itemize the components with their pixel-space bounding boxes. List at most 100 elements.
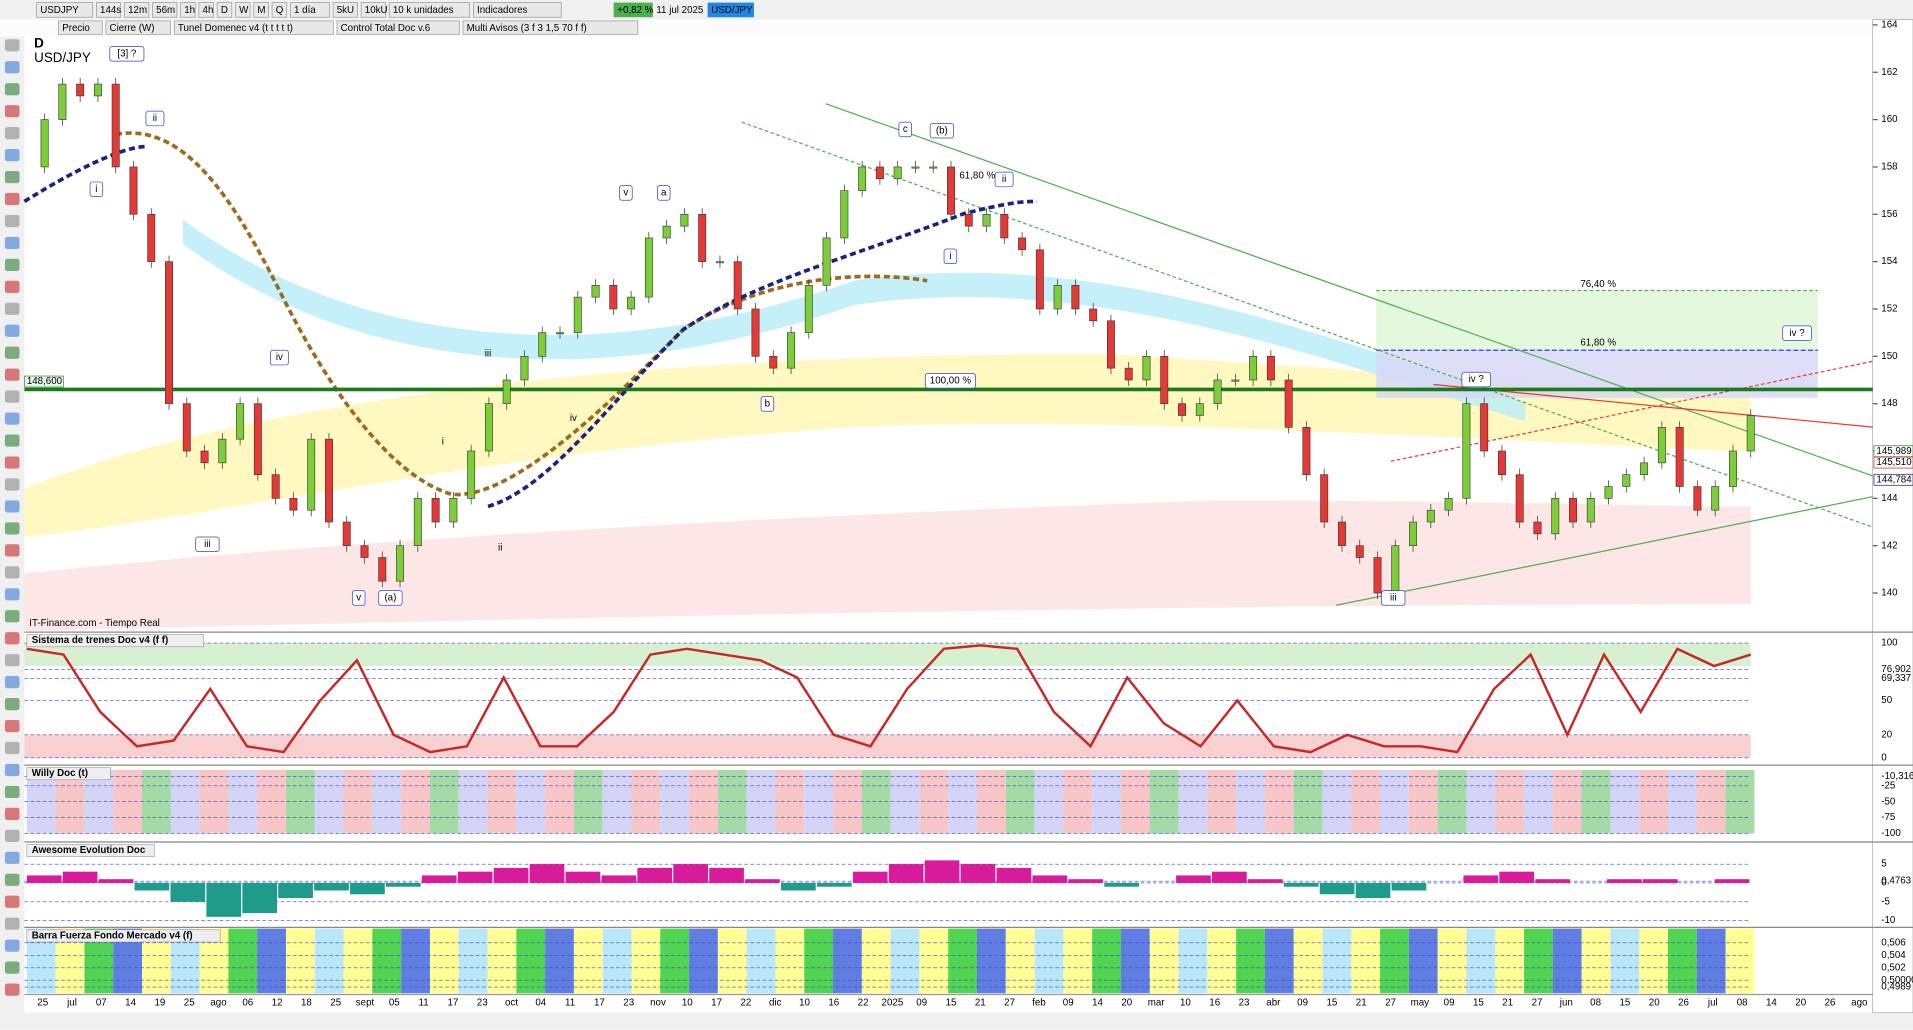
- tool-icon[interactable]: [4, 763, 20, 777]
- tool-icon[interactable]: [4, 698, 20, 711]
- tool-icon[interactable]: [4, 368, 20, 381]
- tool-icon[interactable]: [4, 895, 20, 908]
- timeframe-button-label[interactable]: 144s: [100, 5, 121, 16]
- timeframe-button[interactable]: [152, 2, 178, 18]
- tool-icon[interactable]: [4, 236, 20, 250]
- x-tick-label: 23: [623, 998, 634, 1009]
- tool-icon[interactable]: [4, 478, 20, 491]
- y-tick-label: 0,502: [1881, 962, 1905, 973]
- timeframe-button[interactable]: [96, 2, 122, 18]
- tool-icon[interactable]: [4, 610, 20, 623]
- x-tick-label: 09: [916, 998, 927, 1009]
- indicator-tag-label[interactable]: Cierre (W): [110, 23, 155, 34]
- price-badge: [1873, 473, 1913, 486]
- tool-icon[interactable]: [4, 390, 20, 403]
- unit-button-label[interactable]: 5kU: [337, 5, 354, 16]
- tool-icon[interactable]: [4, 105, 20, 118]
- tool-icon[interactable]: [4, 917, 20, 930]
- timeframe-button-label[interactable]: 12m: [128, 5, 147, 16]
- timeframe-button-label[interactable]: 56m: [156, 5, 175, 16]
- timeframe-button[interactable]: [216, 2, 233, 18]
- timeframe-button-label[interactable]: M: [257, 5, 265, 16]
- indicator-tag-label[interactable]: Multi Avisos (3 f 3 1,5 70 f f): [467, 23, 587, 34]
- tool-icon[interactable]: [4, 83, 20, 96]
- tool-icon[interactable]: [4, 588, 20, 601]
- tool-icon[interactable]: [4, 851, 20, 864]
- tool-icon[interactable]: [4, 807, 20, 821]
- tool-icon[interactable]: [4, 719, 20, 733]
- timeframe-button[interactable]: [271, 2, 288, 18]
- tool-icon[interactable]: [4, 214, 20, 228]
- tool-icon[interactable]: [4, 566, 20, 579]
- candle: [236, 403, 245, 440]
- symbol-button[interactable]: [36, 2, 94, 18]
- tool-icon[interactable]: [4, 500, 20, 513]
- signal-band: [573, 928, 603, 994]
- tool-icon[interactable]: [4, 324, 20, 337]
- timeframe-button[interactable]: [180, 2, 196, 18]
- tool-icon[interactable]: [4, 456, 20, 469]
- tool-icon[interactable]: [4, 741, 20, 755]
- quantity-select[interactable]: [388, 2, 471, 18]
- tool-icon[interactable]: [4, 302, 20, 315]
- x-tick-label: 25: [37, 998, 48, 1009]
- tool-icon[interactable]: [4, 434, 20, 447]
- indicators-button[interactable]: [473, 2, 562, 18]
- tool-icon[interactable]: [4, 522, 20, 535]
- indicator-tag[interactable]: [105, 20, 171, 35]
- unit-button-label[interactable]: 10kU: [365, 5, 388, 16]
- tool-icon[interactable]: [4, 412, 20, 425]
- tool-icon[interactable]: [4, 983, 20, 996]
- timeframe-button-label[interactable]: 1h: [184, 5, 195, 16]
- tool-icon[interactable]: [4, 676, 20, 689]
- tool-icon[interactable]: [4, 61, 20, 74]
- tool-icon[interactable]: [4, 829, 20, 842]
- indicator-tag[interactable]: [462, 20, 639, 35]
- left-icons: [4, 39, 20, 996]
- wave-label-box: [943, 248, 958, 265]
- tool-icon[interactable]: [4, 192, 20, 206]
- indicator-tag-label[interactable]: Tunel Domenec v4 (t t t t t): [178, 23, 293, 34]
- timeframe-button[interactable]: [253, 2, 269, 18]
- indicator-tag-label[interactable]: Control Total Doc v.6: [341, 23, 431, 34]
- wave-label: iv ?: [1469, 374, 1485, 385]
- tool-icon[interactable]: [4, 127, 20, 140]
- timeframe-button[interactable]: [198, 2, 214, 18]
- signal-band: [1696, 928, 1726, 994]
- indicator-tag[interactable]: [58, 20, 103, 35]
- tool-icon[interactable]: [4, 39, 20, 52]
- timeframe-button-label[interactable]: 4h: [203, 5, 214, 16]
- timeframe-button[interactable]: [124, 2, 150, 18]
- timeframe-button[interactable]: [235, 2, 251, 18]
- tool-icon[interactable]: [4, 280, 20, 293]
- tool-icon[interactable]: [4, 939, 20, 952]
- timeframe-button-label[interactable]: D: [221, 5, 228, 16]
- tool-icon[interactable]: [4, 258, 20, 271]
- unit-button[interactable]: [332, 2, 358, 18]
- tool-icon[interactable]: [4, 148, 20, 162]
- indicators-button-label[interactable]: Indicadores: [477, 5, 528, 16]
- signal-band: [631, 928, 661, 994]
- period-select[interactable]: [290, 2, 330, 18]
- tool-icon[interactable]: [4, 873, 20, 886]
- indicator-tag[interactable]: [336, 20, 460, 35]
- period-select-label[interactable]: 1 día: [294, 5, 316, 16]
- signal-band: [804, 928, 834, 994]
- symbol-button-label[interactable]: USDJPY: [40, 5, 79, 16]
- tool-icon[interactable]: [4, 632, 20, 645]
- tool-icon[interactable]: [4, 170, 20, 184]
- indicator-tag-label[interactable]: Precio: [62, 23, 90, 34]
- tool-icon[interactable]: [4, 544, 20, 557]
- tool-icon[interactable]: [4, 346, 20, 359]
- indicator-tag[interactable]: [173, 20, 334, 35]
- tool-icon[interactable]: [4, 961, 20, 974]
- x-tick-label: 27: [1004, 998, 1015, 1009]
- quantity-select-label[interactable]: 10 k unidades: [393, 5, 454, 16]
- timeframe-button-label[interactable]: Q: [276, 5, 284, 16]
- timeframe-button-label[interactable]: W: [239, 5, 249, 16]
- tool-icon[interactable]: [4, 785, 20, 799]
- tool-icon[interactable]: [4, 654, 20, 667]
- signal-band: [890, 928, 920, 994]
- unit-button[interactable]: [360, 2, 386, 18]
